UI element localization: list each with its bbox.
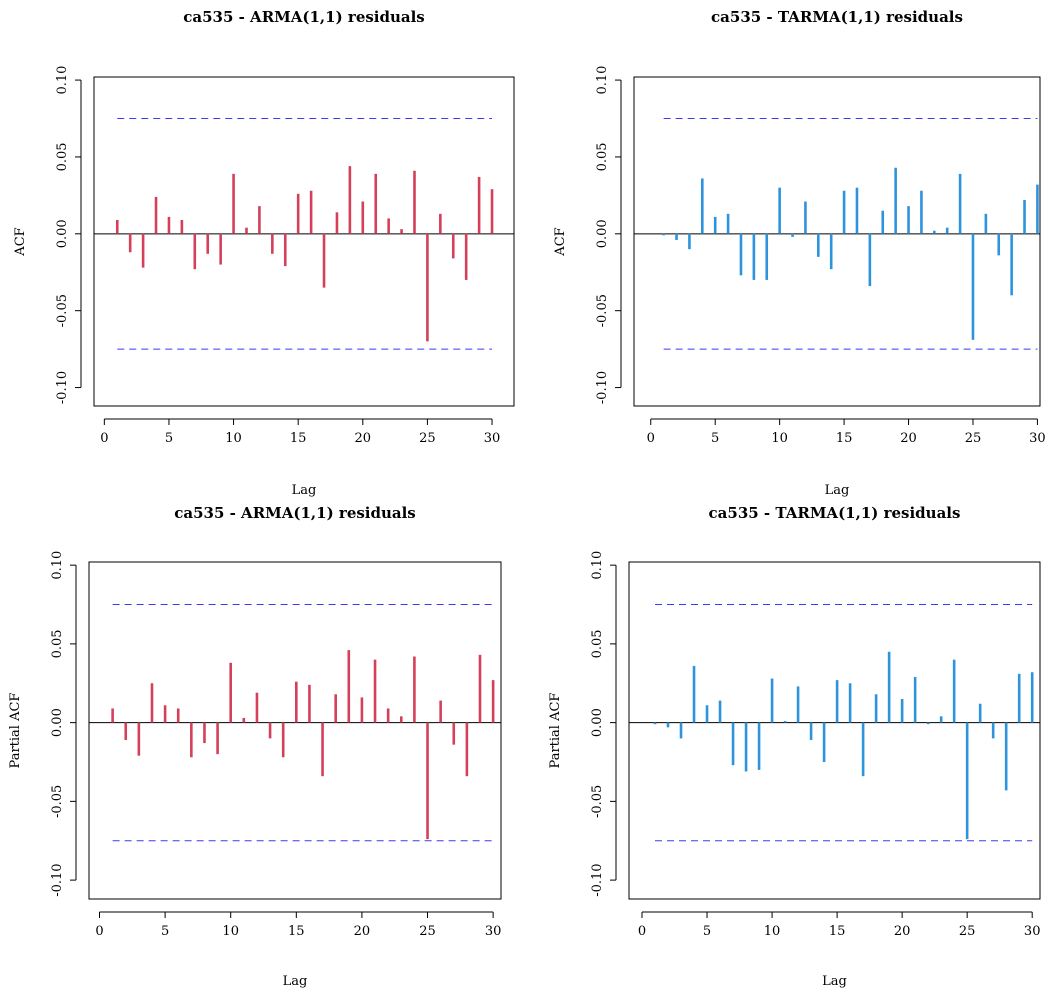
y-axis-label: ACF bbox=[13, 227, 28, 256]
x-tick-label: 5 bbox=[161, 924, 169, 939]
y-tick-label: -0.05 bbox=[50, 785, 65, 818]
chart-panel-4: ca535 - TARMA(1,1) residuals 0 5 10 15 20 25 30… bbox=[548, 504, 1041, 989]
x-tick-label: 5 bbox=[703, 924, 711, 939]
x-axis-label: Lag bbox=[292, 483, 317, 498]
y-tick-label: 0.10 bbox=[595, 66, 610, 95]
y-tick-label: 0.00 bbox=[50, 708, 65, 737]
y-axis-label: Partial ACF bbox=[8, 693, 23, 769]
x-tick-label: 0 bbox=[647, 431, 655, 446]
x-tick-label: 0 bbox=[638, 924, 646, 939]
x-tick-label: 30 bbox=[1024, 924, 1041, 939]
y-tick-label: 0.05 bbox=[55, 142, 70, 171]
y-tick-label: -0.05 bbox=[55, 294, 70, 327]
chart-title: ca535 - ARMA(1,1) residuals bbox=[183, 8, 425, 26]
y-axis-label: ACF bbox=[553, 227, 568, 256]
x-tick-label: 10 bbox=[225, 431, 242, 446]
x-tick-label: 20 bbox=[900, 431, 917, 446]
y-tick-label: -0.10 bbox=[590, 863, 605, 896]
y-tick-label: 0.10 bbox=[55, 66, 70, 95]
plot-frame bbox=[628, 561, 1041, 900]
y-tick-label: 0.05 bbox=[595, 142, 610, 171]
x-tick-label: 25 bbox=[419, 924, 436, 939]
y-tick-label: 0.10 bbox=[50, 551, 65, 580]
y-tick-label: 0.00 bbox=[590, 708, 605, 737]
chart-title: ca535 - TARMA(1,1) residuals bbox=[709, 504, 961, 522]
chart-panel-1: ca535 - ARMA(1,1) residuals 0 5 10 15 20 25 30 -… bbox=[13, 8, 515, 498]
plot-frame bbox=[93, 76, 515, 407]
y-tick-label: -0.10 bbox=[55, 371, 70, 404]
x-axis-label: Lag bbox=[825, 483, 850, 498]
x-tick-label: 20 bbox=[894, 924, 911, 939]
x-tick-label: 30 bbox=[485, 924, 502, 939]
y-tick-label: 0.05 bbox=[50, 629, 65, 658]
x-tick-label: 0 bbox=[95, 924, 103, 939]
x-tick-label: 20 bbox=[355, 431, 372, 446]
y-tick-label: -0.10 bbox=[50, 863, 65, 896]
x-tick-label: 10 bbox=[771, 431, 788, 446]
plot-frame bbox=[88, 561, 502, 900]
x-tick-label: 30 bbox=[1029, 431, 1045, 446]
chart-panel-3: ca535 - ARMA(1,1) residuals 0 5 10 15 20 25 30 -… bbox=[8, 504, 502, 989]
x-tick-label: 15 bbox=[290, 431, 307, 446]
x-axis-label: Lag bbox=[822, 974, 847, 989]
y-axis-label: Partial ACF bbox=[548, 693, 563, 769]
y-tick-label: -0.05 bbox=[595, 294, 610, 327]
chart-title: ca535 - TARMA(1,1) residuals bbox=[711, 8, 963, 26]
chart-panel-2: ca535 - TARMA(1,1) residuals 0 5 10 15 20 25 30… bbox=[553, 8, 1045, 498]
x-tick-label: 25 bbox=[959, 924, 976, 939]
y-tick-label: 0.05 bbox=[590, 629, 605, 658]
plot-frame bbox=[633, 76, 1041, 407]
chart-title: ca535 - ARMA(1,1) residuals bbox=[174, 504, 416, 522]
y-tick-label: 0.00 bbox=[55, 219, 70, 248]
y-tick-label: 0.10 bbox=[590, 551, 605, 580]
y-tick-label: 0.00 bbox=[595, 219, 610, 248]
x-tick-label: 20 bbox=[354, 924, 371, 939]
x-tick-label: 10 bbox=[222, 924, 239, 939]
x-tick-label: 25 bbox=[965, 431, 982, 446]
x-tick-label: 0 bbox=[100, 431, 108, 446]
y-tick-label: -0.05 bbox=[590, 785, 605, 818]
y-tick-label: -0.10 bbox=[595, 371, 610, 404]
x-tick-label: 15 bbox=[829, 924, 846, 939]
x-tick-label: 15 bbox=[288, 924, 305, 939]
x-tick-label: 10 bbox=[764, 924, 781, 939]
x-tick-label: 5 bbox=[711, 431, 719, 446]
x-axis-label: Lag bbox=[283, 974, 308, 989]
x-tick-label: 25 bbox=[419, 431, 436, 446]
x-tick-label: 15 bbox=[836, 431, 853, 446]
x-tick-label: 30 bbox=[484, 431, 501, 446]
x-tick-label: 5 bbox=[165, 431, 173, 446]
